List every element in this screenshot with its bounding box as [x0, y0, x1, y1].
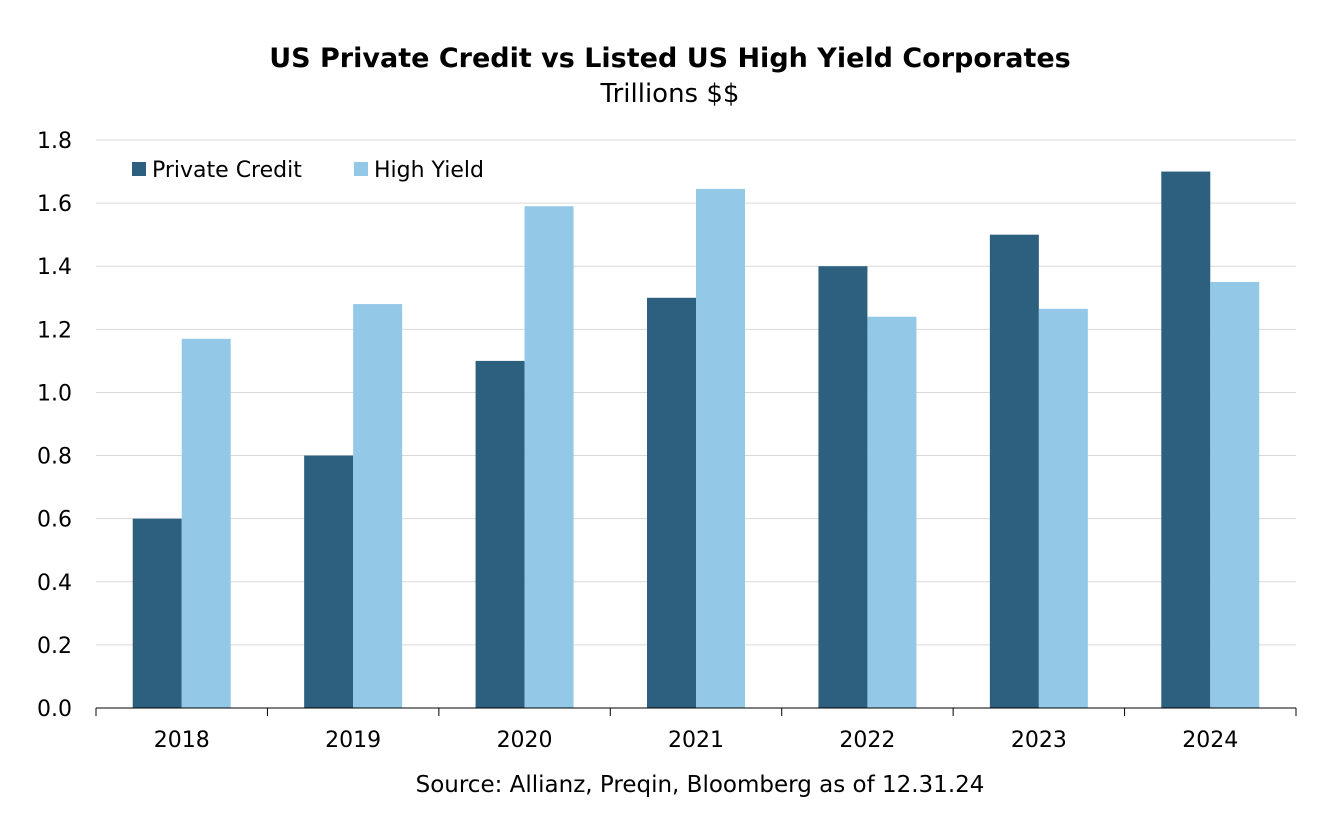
chart-subtitle: Trillions $$: [600, 79, 740, 109]
x-tick-label: 2021: [668, 728, 724, 753]
bar-private-credit-2022: [818, 266, 868, 708]
bar-private-credit-2019: [304, 455, 354, 708]
y-tick-label: 1.0: [37, 381, 72, 406]
legend-label-private-credit: Private Credit: [152, 158, 302, 183]
bar-high-yield-2021: [696, 188, 745, 708]
bar-high-yield-2023: [1038, 308, 1088, 708]
source-note: Source: Allianz, Preqin, Bloomberg as of…: [416, 772, 985, 798]
bar-high-yield-2022: [867, 316, 917, 708]
legend: Private Credit High Yield: [132, 158, 484, 183]
bar-private-credit-2023: [989, 234, 1039, 708]
bar-private-credit-2024: [1161, 171, 1211, 709]
y-tick-label: 0.0: [37, 697, 72, 722]
x-tick-label: 2024: [1182, 728, 1238, 753]
x-tick-label: 2019: [325, 728, 381, 753]
bar-high-yield-2019: [353, 304, 403, 708]
y-tick-label: 1.8: [37, 129, 72, 154]
y-tick-label: 1.4: [37, 255, 72, 280]
y-tick-label: 1.6: [37, 192, 72, 217]
chart-title: US Private Credit vs Listed US High Yiel…: [269, 43, 1071, 74]
y-axis-ticks: 0.0 0.2 0.4 0.6 0.8 1.0 1.2 1.4 1.6 1.8: [37, 129, 72, 722]
x-tick-label: 2020: [497, 728, 553, 753]
x-axis: 2018 2019 2020 2021 2022 2023 2024: [95, 707, 1297, 753]
y-tick-label: 0.6: [37, 508, 72, 533]
y-tick-label: 0.4: [37, 571, 72, 596]
y-tick-label: 0.2: [37, 634, 72, 659]
legend-label-high-yield: High Yield: [374, 158, 484, 183]
y-tick-label: 0.8: [37, 445, 72, 470]
x-tick-label: 2023: [1011, 728, 1067, 753]
y-tick-label: 1.2: [37, 318, 72, 343]
bar-high-yield-2024: [1210, 282, 1260, 708]
bar-private-credit-2018: [132, 518, 182, 708]
legend-swatch-high-yield: [354, 162, 368, 176]
bar-private-credit-2020: [475, 360, 525, 708]
x-tick-label: 2022: [839, 728, 895, 753]
x-tick-label: 2018: [154, 728, 210, 753]
bar-private-credit-2021: [647, 297, 696, 708]
legend-swatch-private-credit: [132, 162, 146, 176]
bar-high-yield-2020: [524, 206, 574, 708]
bars: [132, 171, 1260, 709]
bar-high-yield-2018: [181, 338, 231, 708]
